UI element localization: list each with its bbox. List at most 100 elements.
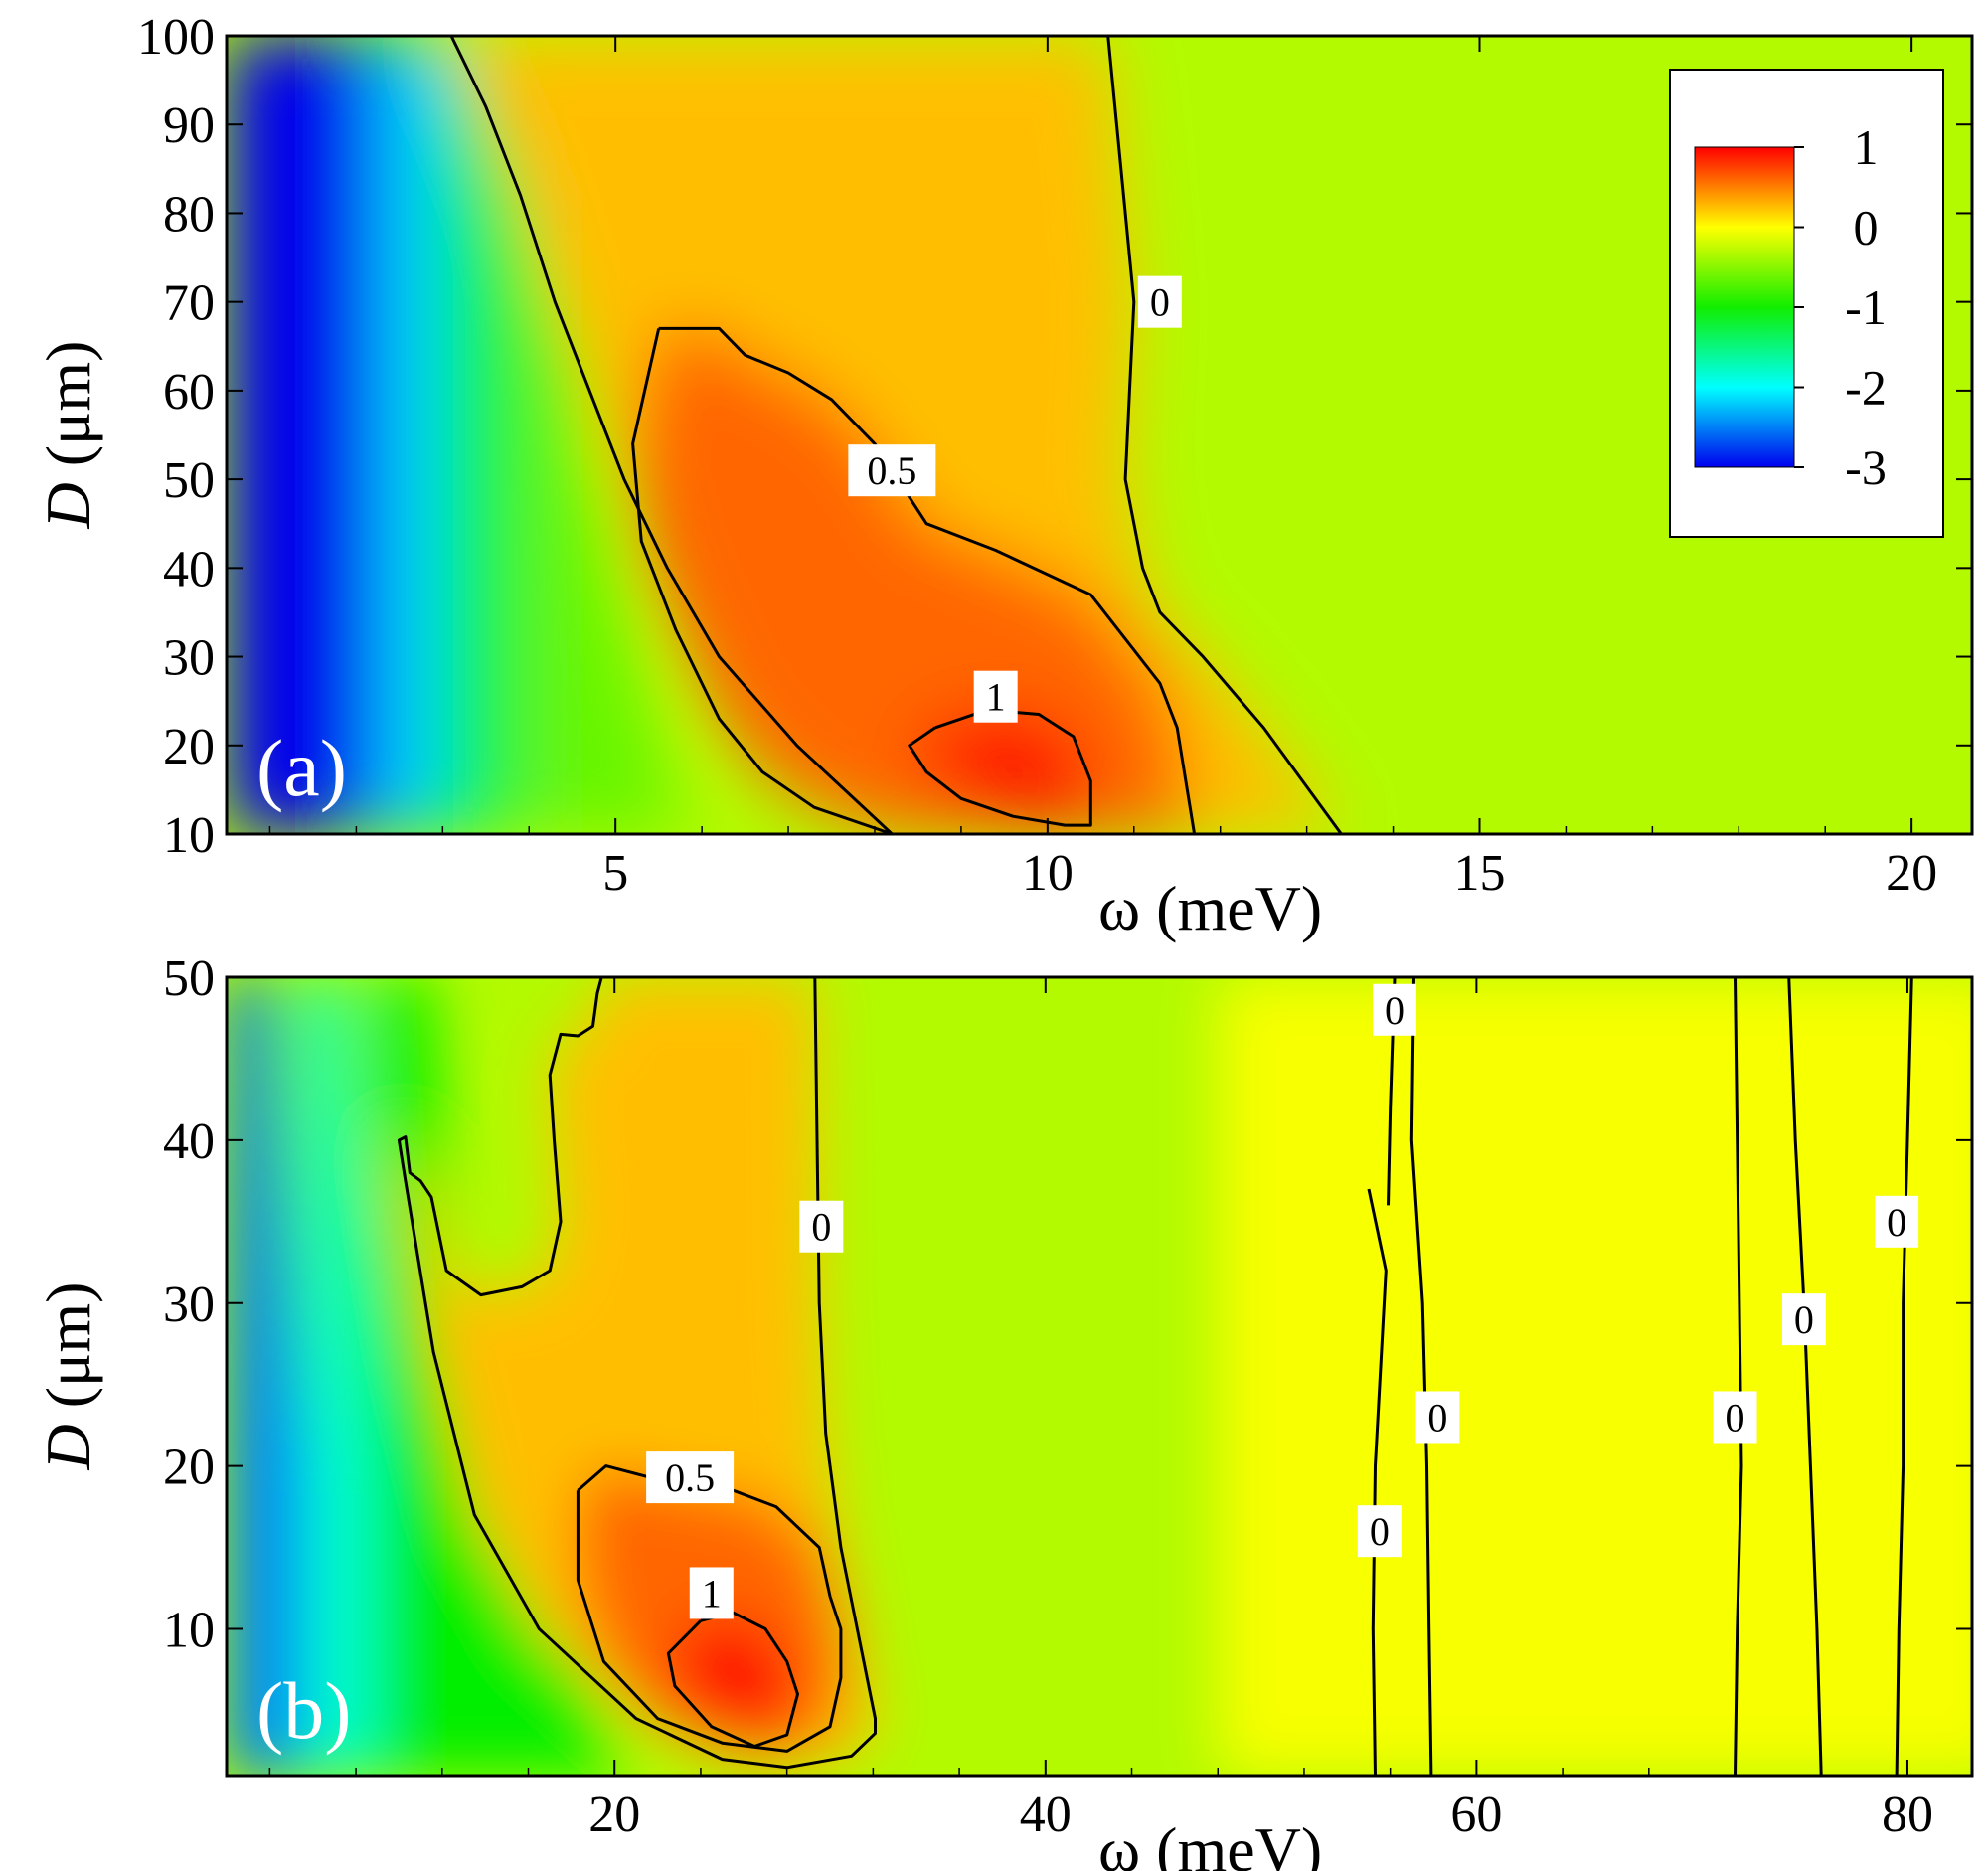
y-axis-unit-b: (μm)	[33, 1282, 103, 1409]
contour-label-box	[799, 1200, 844, 1253]
colorbar-legend: 1 0 -1 -2 -3	[1669, 69, 1944, 538]
colorbar-tick-label-2: -1	[1845, 279, 1887, 335]
contour-label-a-0: 0	[1150, 280, 1170, 325]
colorbar-gradient	[1694, 146, 1795, 468]
heatmap-band	[373, 36, 547, 834]
contour-label-box	[1415, 1391, 1460, 1444]
heatmap-field	[227, 36, 1342, 834]
contour-line-b-3	[1367, 1188, 1388, 1776]
heatmap-band	[442, 36, 624, 834]
heatmap-region	[909, 710, 1091, 826]
contour-label-box	[848, 444, 936, 497]
contour-line-a-2	[631, 326, 1197, 834]
x-axis-title-a: ω (meV)	[1098, 873, 1322, 943]
contour-label-box	[1875, 1195, 1919, 1248]
contour-line-b-7	[1787, 977, 1823, 1776]
y-axis-title-b: D (μm)	[33, 1282, 103, 1471]
contour-label-b-4: 0	[1427, 1395, 1447, 1440]
contour-label-box	[1373, 983, 1417, 1036]
contour-line-a-1	[1106, 36, 1343, 834]
colorbar-tick-label-1: 0	[1854, 200, 1879, 255]
x-tick-label-a-0: 5	[602, 845, 628, 902]
y-tick-label-b-1: 20	[163, 1440, 215, 1496]
contour-label-box	[1137, 275, 1182, 328]
x-tick-label-a-1: 10	[1022, 845, 1074, 902]
x-ticks-b: 20 40 60 80	[268, 977, 1933, 1843]
contour-labels-b: 0 0.5 1 0 0 0 0 0 0	[646, 983, 1919, 1619]
contour-label-box	[1357, 1505, 1402, 1558]
x-tick-label-b-2: 60	[1450, 1786, 1502, 1843]
contour-label-a-2: 0.5	[867, 448, 916, 493]
contour-label-b-0: 0	[811, 1205, 831, 1250]
colorbar-tick-label-4: -3	[1845, 439, 1887, 495]
colorbar-tick-label-3: -2	[1845, 360, 1887, 416]
y-tick-label-b-4: 50	[163, 950, 215, 1007]
contour-label-a-3: 1	[986, 675, 1006, 720]
heatmap-band	[377, 977, 636, 1776]
contour-line-a-0	[449, 36, 894, 834]
y-axis-title-a: D (μm)	[33, 341, 103, 530]
contour-label-b-2: 1	[702, 1571, 722, 1616]
y-tick-label-b-0: 10	[163, 1603, 215, 1659]
contours-a	[449, 36, 1343, 834]
contour-label-b-7: 0	[1794, 1297, 1814, 1342]
y-tick-label-a-4: 50	[163, 452, 215, 509]
x-tick-label-b-0: 20	[588, 1786, 640, 1843]
contour-label-b-3: 0	[1370, 1509, 1390, 1554]
colorbar-tick-label-0: 1	[1854, 119, 1879, 175]
y-tick-label-a-3: 40	[163, 541, 215, 597]
y-tick-label-a-9: 100	[137, 9, 215, 66]
contour-label-box	[973, 670, 1018, 723]
y-tick-label-a-8: 90	[163, 97, 215, 154]
y-tick-label-a-0: 10	[163, 807, 215, 864]
x-tick-label-a-2: 15	[1453, 845, 1505, 902]
x-ticks-a: 5 10 15 20	[268, 36, 1937, 902]
x-tick-label-b-1: 40	[1020, 1786, 1072, 1843]
y-axis-symbol-a: D	[33, 482, 103, 529]
y-tick-label-b-2: 30	[163, 1276, 215, 1333]
panel-label-b: (b)	[256, 1665, 352, 1756]
contour-label-b-1: 0.5	[665, 1455, 715, 1500]
x-axis-title-b: ω (meV)	[1098, 1814, 1322, 1871]
heatmap-b	[227, 977, 1972, 1776]
y-tick-label-b-3: 40	[163, 1113, 215, 1170]
y-tick-label-a-5: 60	[163, 364, 215, 421]
y-axis-unit-a: (μm)	[33, 341, 103, 467]
heatmap-band	[227, 977, 475, 1776]
contour-label-b-6: 0	[1726, 1395, 1745, 1440]
contour-line-b-8	[1895, 977, 1913, 1776]
contour-label-b-5: 0	[1385, 988, 1405, 1033]
contour-line-b-2	[666, 1611, 799, 1748]
heatmap-field	[227, 977, 1972, 1776]
contour-label-box	[1781, 1293, 1826, 1346]
contour-label-b-8: 0	[1887, 1200, 1906, 1245]
y-tick-label-a-7: 80	[163, 186, 215, 243]
colorbar-ticks: 1 0 -1 -2 -3	[1794, 119, 1887, 495]
y-axis-symbol-b: D	[33, 1424, 103, 1470]
heatmap-band	[1218, 977, 1972, 1776]
contour-line-b-4	[1409, 977, 1433, 1776]
contour-labels-a: 00.51	[848, 275, 1182, 723]
heatmap-band	[301, 977, 551, 1776]
contours-b	[397, 977, 1913, 1776]
plot-frame-a	[225, 34, 1974, 836]
contour-line-b-0	[397, 977, 877, 1770]
y-tick-label-a-6: 70	[163, 275, 215, 332]
contour-label-box	[1713, 1391, 1757, 1444]
contour-label-box	[689, 1567, 734, 1619]
y-tick-label-a-2: 30	[163, 630, 215, 687]
contour-label-box	[646, 1451, 735, 1504]
x-tick-label-a-3: 20	[1886, 845, 1937, 902]
contour-line-b-6	[1734, 977, 1743, 1776]
plot-frame-b	[225, 975, 1974, 1778]
heatmap-region	[632, 328, 1195, 834]
contour-line-a-3	[908, 708, 1092, 827]
panel-label-a: (a)	[256, 723, 347, 813]
x-tick-label-b-3: 80	[1882, 1786, 1933, 1843]
y-tick-label-a-1: 20	[163, 719, 215, 775]
